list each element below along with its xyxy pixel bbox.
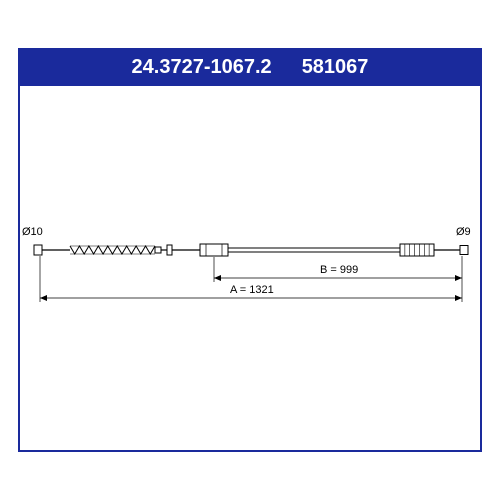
technical-drawing: [0, 0, 500, 500]
dimension-a-label: A = 1321: [226, 284, 278, 296]
left-diameter-label: Ø10: [22, 226, 43, 238]
right-diameter-label: Ø9: [456, 226, 471, 238]
dimension-b-label: B = 999: [316, 264, 362, 276]
